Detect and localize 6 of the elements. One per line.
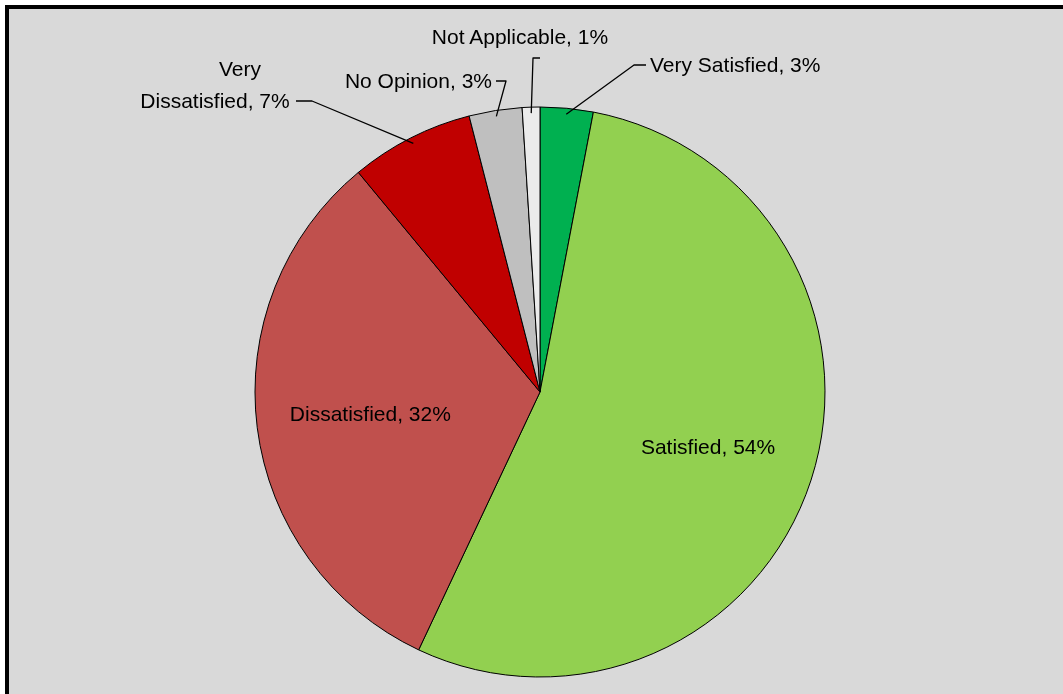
slice-label: Satisfied, 54% bbox=[640, 434, 776, 458]
slice-label: Very Satisfied, 3% bbox=[650, 53, 821, 76]
slice-label: Very Dissatisfied, 7% bbox=[140, 57, 290, 112]
slice-label: Not Applicable, 1% bbox=[431, 25, 609, 48]
slice-label: No Opinion, 3% bbox=[344, 69, 492, 92]
slice-label: Dissatisfied, 32% bbox=[289, 401, 451, 425]
